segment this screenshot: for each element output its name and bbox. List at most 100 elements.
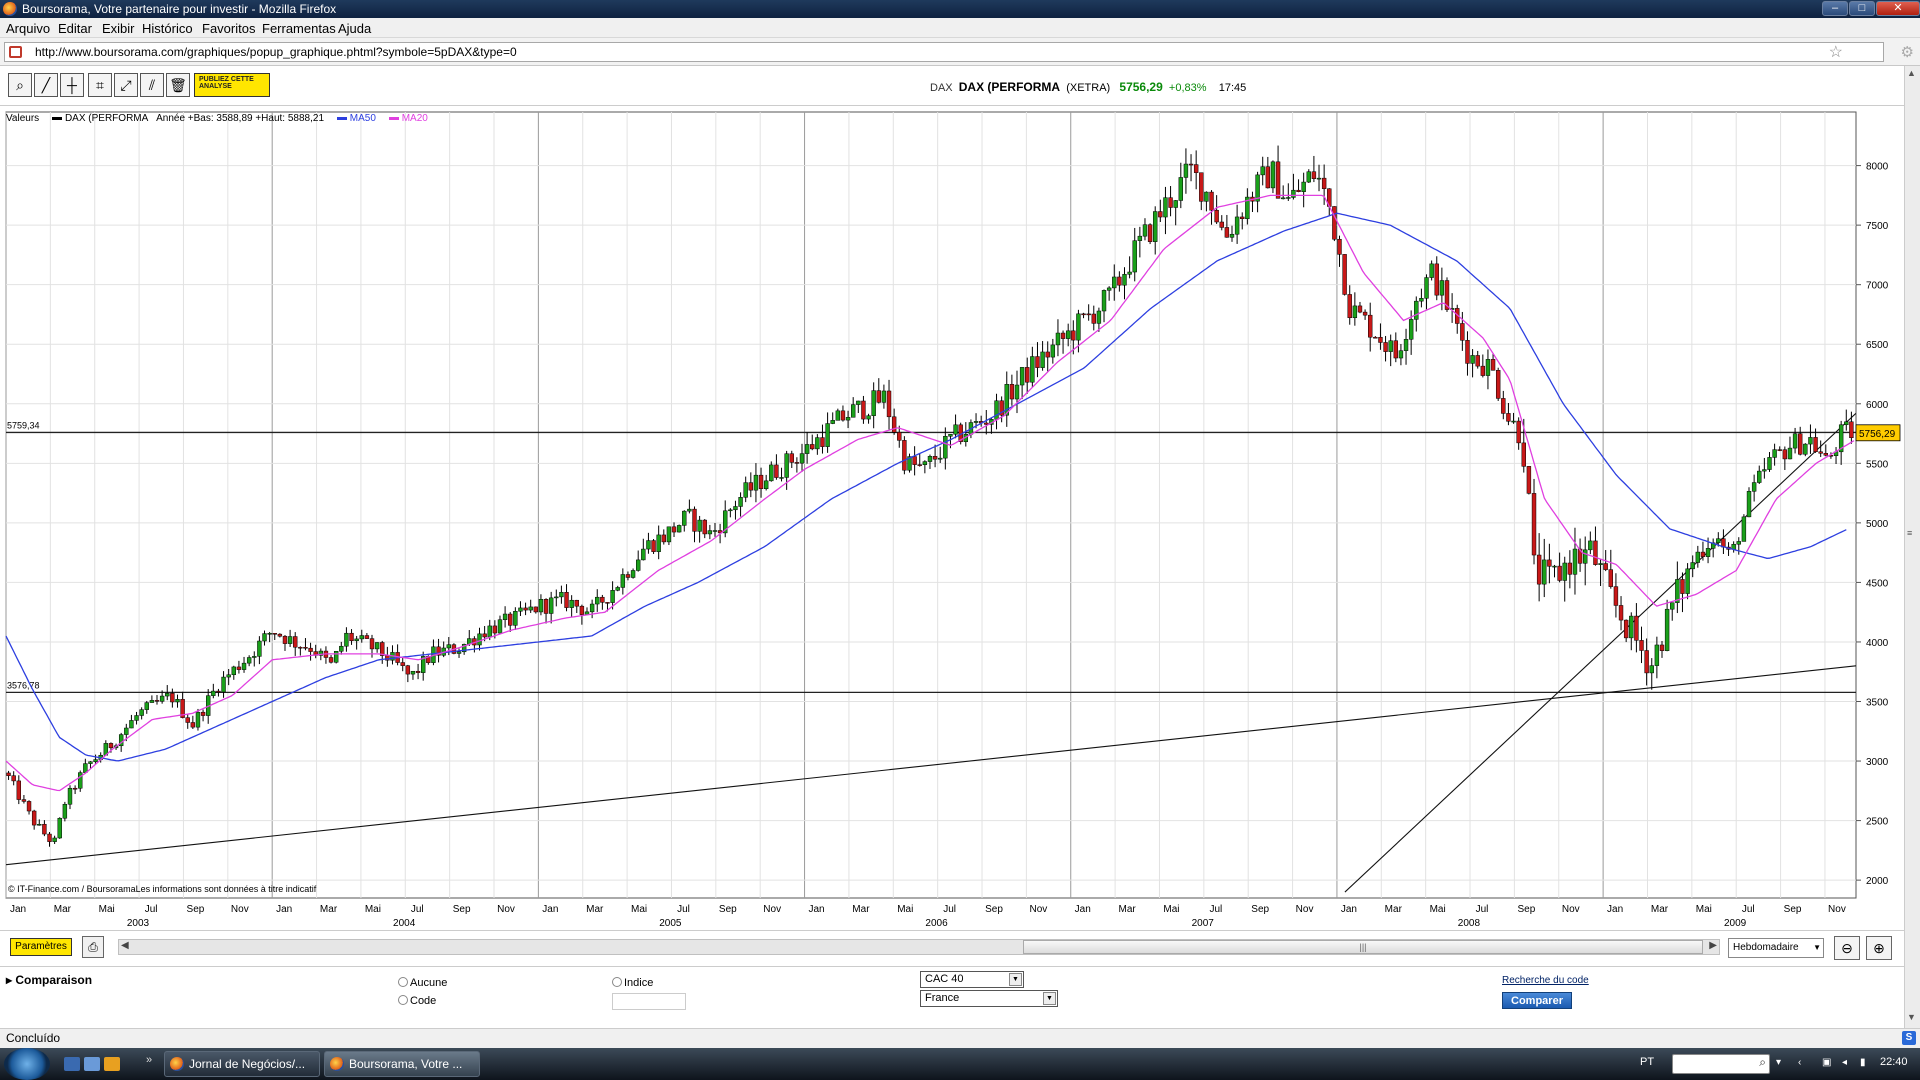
horizontal-line-tool-icon[interactable]: ┼	[60, 73, 84, 97]
code-input[interactable]	[612, 993, 686, 1010]
tray-collapse-icon[interactable]: ‹	[1798, 1057, 1802, 1068]
compare-button[interactable]: Comparer	[1502, 992, 1572, 1009]
gear-icon[interactable]: ⚙	[1900, 44, 1914, 61]
candle-body	[1050, 344, 1056, 358]
parallel-tool-icon[interactable]: ⫽	[140, 73, 164, 97]
search-code-link[interactable]: Recherche du code	[1502, 975, 1589, 986]
print-icon[interactable]: ⎙	[82, 936, 104, 958]
candle-body	[456, 651, 462, 654]
candle-body	[845, 417, 851, 421]
start-button[interactable]	[4, 1048, 50, 1080]
indicator-tool-icon[interactable]: ⌗	[88, 73, 112, 97]
candle-body	[339, 645, 344, 652]
tray-menu-icon[interactable]: ▾	[1776, 1057, 1782, 1068]
period-select[interactable]: Hebdomadaire ▼	[1728, 938, 1824, 958]
maximize-button[interactable]: □	[1849, 1, 1875, 16]
scroll-up-icon[interactable]: ▲	[1907, 68, 1916, 78]
horizontal-scrollbar[interactable]: ◀ ||| ▶	[118, 939, 1720, 955]
minimize-button[interactable]: –	[1822, 1, 1848, 16]
scrollbar-thumb[interactable]: |||	[1023, 940, 1703, 954]
scroll-grip-icon[interactable]: ≡	[1907, 528, 1913, 538]
radio-none[interactable]: Aucune	[398, 977, 447, 989]
vertical-scrollbar[interactable]: ▲ ≡ ▼	[1904, 66, 1920, 1028]
candle-body	[1096, 310, 1102, 324]
menu-ajuda[interactable]: Ajuda	[338, 21, 372, 36]
close-button[interactable]: ✕	[1876, 1, 1920, 16]
publish-analysis-button[interactable]: PUBLIEZ CETTE ANALYSE	[194, 73, 270, 97]
candle-body	[1296, 189, 1301, 192]
task-jornal[interactable]: Jornal de Negócios/...	[164, 1051, 320, 1077]
menu-historico[interactable]: Histórico	[142, 21, 193, 36]
trendline-tool-icon[interactable]: ╱	[34, 73, 58, 97]
x-tick-label: Jul	[411, 904, 424, 915]
language-indicator[interactable]: PT	[1640, 1056, 1655, 1068]
fibonacci-tool-icon[interactable]: ⤢	[114, 73, 138, 97]
desktop-search-input[interactable]: ⌕	[1672, 1054, 1770, 1074]
candle-body	[1777, 449, 1782, 451]
zoom-out-icon[interactable]: ⊖	[1834, 936, 1860, 960]
x-tick-label: Jan	[10, 904, 26, 915]
candle-body	[999, 400, 1004, 416]
x-tick-label: Mai	[1163, 904, 1179, 915]
quote-header: DAX DAX (PERFORMA (XETRA) 5756,29 +0,83%…	[930, 80, 1246, 94]
zoom-tool-icon[interactable]: ⌕	[8, 73, 32, 97]
menu-arquivo[interactable]: Arquivo	[6, 21, 51, 36]
price-chart[interactable]: Jan Mar Mai Jul Sep Nov Jan Mar Mai Jul Sep Nov Jan M…	[0, 108, 1904, 930]
candle-body	[1204, 191, 1209, 202]
candle-body	[287, 636, 293, 644]
country-select[interactable]: France ▼	[920, 990, 1058, 1007]
candle-body	[298, 646, 303, 649]
task-boursorama[interactable]: Boursorama, Votre ...	[324, 1051, 480, 1077]
switch-windows-icon[interactable]	[84, 1057, 100, 1071]
network-icon[interactable]: ▣	[1822, 1057, 1832, 1068]
scroll-left-icon[interactable]: ◀	[121, 940, 129, 951]
candle-body	[461, 643, 467, 653]
candle-body	[1792, 433, 1798, 449]
menu-ferramentas[interactable]: Ferramentas	[262, 21, 336, 36]
show-desktop-icon[interactable]	[64, 1057, 80, 1071]
candle-body	[1844, 421, 1849, 426]
scroll-down-icon[interactable]: ▼	[1907, 1012, 1916, 1022]
scroll-right-icon[interactable]: ▶	[1709, 940, 1717, 951]
candle-body	[912, 456, 917, 465]
menu-exibir[interactable]: Exibir	[102, 21, 135, 36]
candle-body	[405, 665, 411, 675]
candle-body	[180, 699, 185, 718]
quote-name: DAX (PERFORMA	[958, 80, 1061, 94]
candle-body	[1240, 216, 1245, 220]
radio-index[interactable]: Indice	[612, 977, 653, 989]
candle-body	[1741, 516, 1747, 542]
menu-favoritos[interactable]: Favoritos	[202, 21, 256, 36]
candle-body	[1060, 332, 1066, 339]
volume-icon[interactable]: ◂	[1842, 1057, 1848, 1068]
firefox-icon	[170, 1057, 184, 1071]
index-select[interactable]: CAC 40 ▼	[920, 971, 1024, 988]
comparison-title[interactable]: ▸ Comparaison	[6, 973, 93, 987]
power-icon[interactable]: ▮	[1860, 1057, 1866, 1068]
quicklaunch-more-icon[interactable]: »	[146, 1054, 153, 1066]
candle-body	[1270, 161, 1276, 189]
x-tick-label: Jul	[1476, 904, 1489, 915]
zoom-in-icon[interactable]: ⊕	[1866, 936, 1892, 960]
parameters-button[interactable]: Paramètres	[10, 938, 72, 956]
radio-code[interactable]: Code	[398, 995, 436, 1007]
candle-body	[825, 423, 830, 447]
candle-body	[1234, 216, 1240, 235]
trash-icon[interactable]: 🗑	[166, 73, 190, 97]
candle-body	[856, 400, 861, 405]
folder-icon[interactable]	[104, 1057, 120, 1071]
candle-body	[830, 420, 835, 424]
url-field[interactable]: http://www.boursorama.com/graphiques/pop…	[4, 42, 1884, 62]
menu-editar[interactable]: Editar	[58, 21, 92, 36]
candle-body	[129, 720, 134, 729]
candle-body	[262, 633, 267, 642]
candle-body	[973, 421, 979, 423]
boursorama-s-icon[interactable]: S	[1902, 1031, 1916, 1045]
candle-body	[1388, 340, 1393, 352]
x-tick-label: Mai	[365, 904, 381, 915]
candle-body	[1736, 541, 1741, 545]
bookmark-star-icon[interactable]: ☆	[1828, 44, 1843, 61]
candle-body	[364, 635, 370, 639]
candle-body	[1444, 280, 1450, 310]
candle-body	[1803, 443, 1808, 455]
